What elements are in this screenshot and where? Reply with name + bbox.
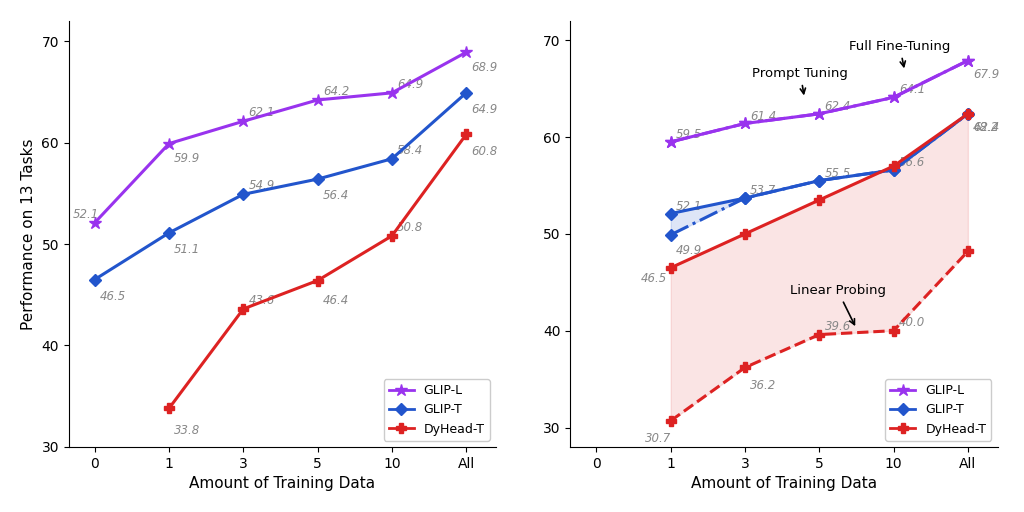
Text: Full Fine-Tuning: Full Fine-Tuning <box>849 40 950 67</box>
Text: Linear Probing: Linear Probing <box>790 284 886 325</box>
Text: 58.4: 58.4 <box>397 144 423 157</box>
Text: 48.2: 48.2 <box>973 121 999 134</box>
Text: 39.6: 39.6 <box>824 319 851 333</box>
Text: 46.4: 46.4 <box>323 294 349 307</box>
Text: 43.6: 43.6 <box>249 294 274 307</box>
Text: Prompt Tuning: Prompt Tuning <box>753 67 848 94</box>
Text: 64.9: 64.9 <box>471 103 498 116</box>
Text: 50.8: 50.8 <box>397 221 423 234</box>
Text: 60.8: 60.8 <box>471 145 498 158</box>
Text: 64.9: 64.9 <box>397 78 423 91</box>
Text: 67.9: 67.9 <box>973 68 999 81</box>
Text: 53.7: 53.7 <box>751 184 776 197</box>
Text: 56.4: 56.4 <box>323 189 349 202</box>
Text: 46.5: 46.5 <box>641 272 668 285</box>
Text: 36.2: 36.2 <box>751 379 776 392</box>
Text: 40.0: 40.0 <box>899 316 925 329</box>
Text: 68.9: 68.9 <box>471 60 498 74</box>
Legend: GLIP-L, GLIP-T, DyHead-T: GLIP-L, GLIP-T, DyHead-T <box>384 379 489 441</box>
Text: 52.1: 52.1 <box>676 200 702 212</box>
Text: 33.8: 33.8 <box>174 424 201 437</box>
Text: 62.4: 62.4 <box>973 121 999 134</box>
Text: 64.2: 64.2 <box>323 85 349 98</box>
Text: 49.9: 49.9 <box>676 244 702 257</box>
Text: 55.5: 55.5 <box>824 167 851 180</box>
X-axis label: Amount of Training Data: Amount of Training Data <box>691 476 878 491</box>
Text: 56.6: 56.6 <box>899 156 925 169</box>
Text: 61.4: 61.4 <box>751 110 776 122</box>
Text: 64.1: 64.1 <box>899 83 925 96</box>
Text: 59.5: 59.5 <box>676 128 702 141</box>
Text: 52.1: 52.1 <box>73 208 98 221</box>
Legend: GLIP-L, GLIP-T, DyHead-T: GLIP-L, GLIP-T, DyHead-T <box>886 379 991 441</box>
Text: 59.9: 59.9 <box>174 152 201 165</box>
Text: 54.9: 54.9 <box>249 179 274 192</box>
Text: 30.7: 30.7 <box>645 432 671 445</box>
Y-axis label: Performance on 13 Tasks: Performance on 13 Tasks <box>20 138 36 330</box>
Text: 51.1: 51.1 <box>174 243 201 256</box>
Text: 46.5: 46.5 <box>100 290 126 303</box>
Text: 62.4: 62.4 <box>824 100 851 113</box>
X-axis label: Amount of Training Data: Amount of Training Data <box>189 476 376 491</box>
Text: 62.1: 62.1 <box>249 106 274 119</box>
